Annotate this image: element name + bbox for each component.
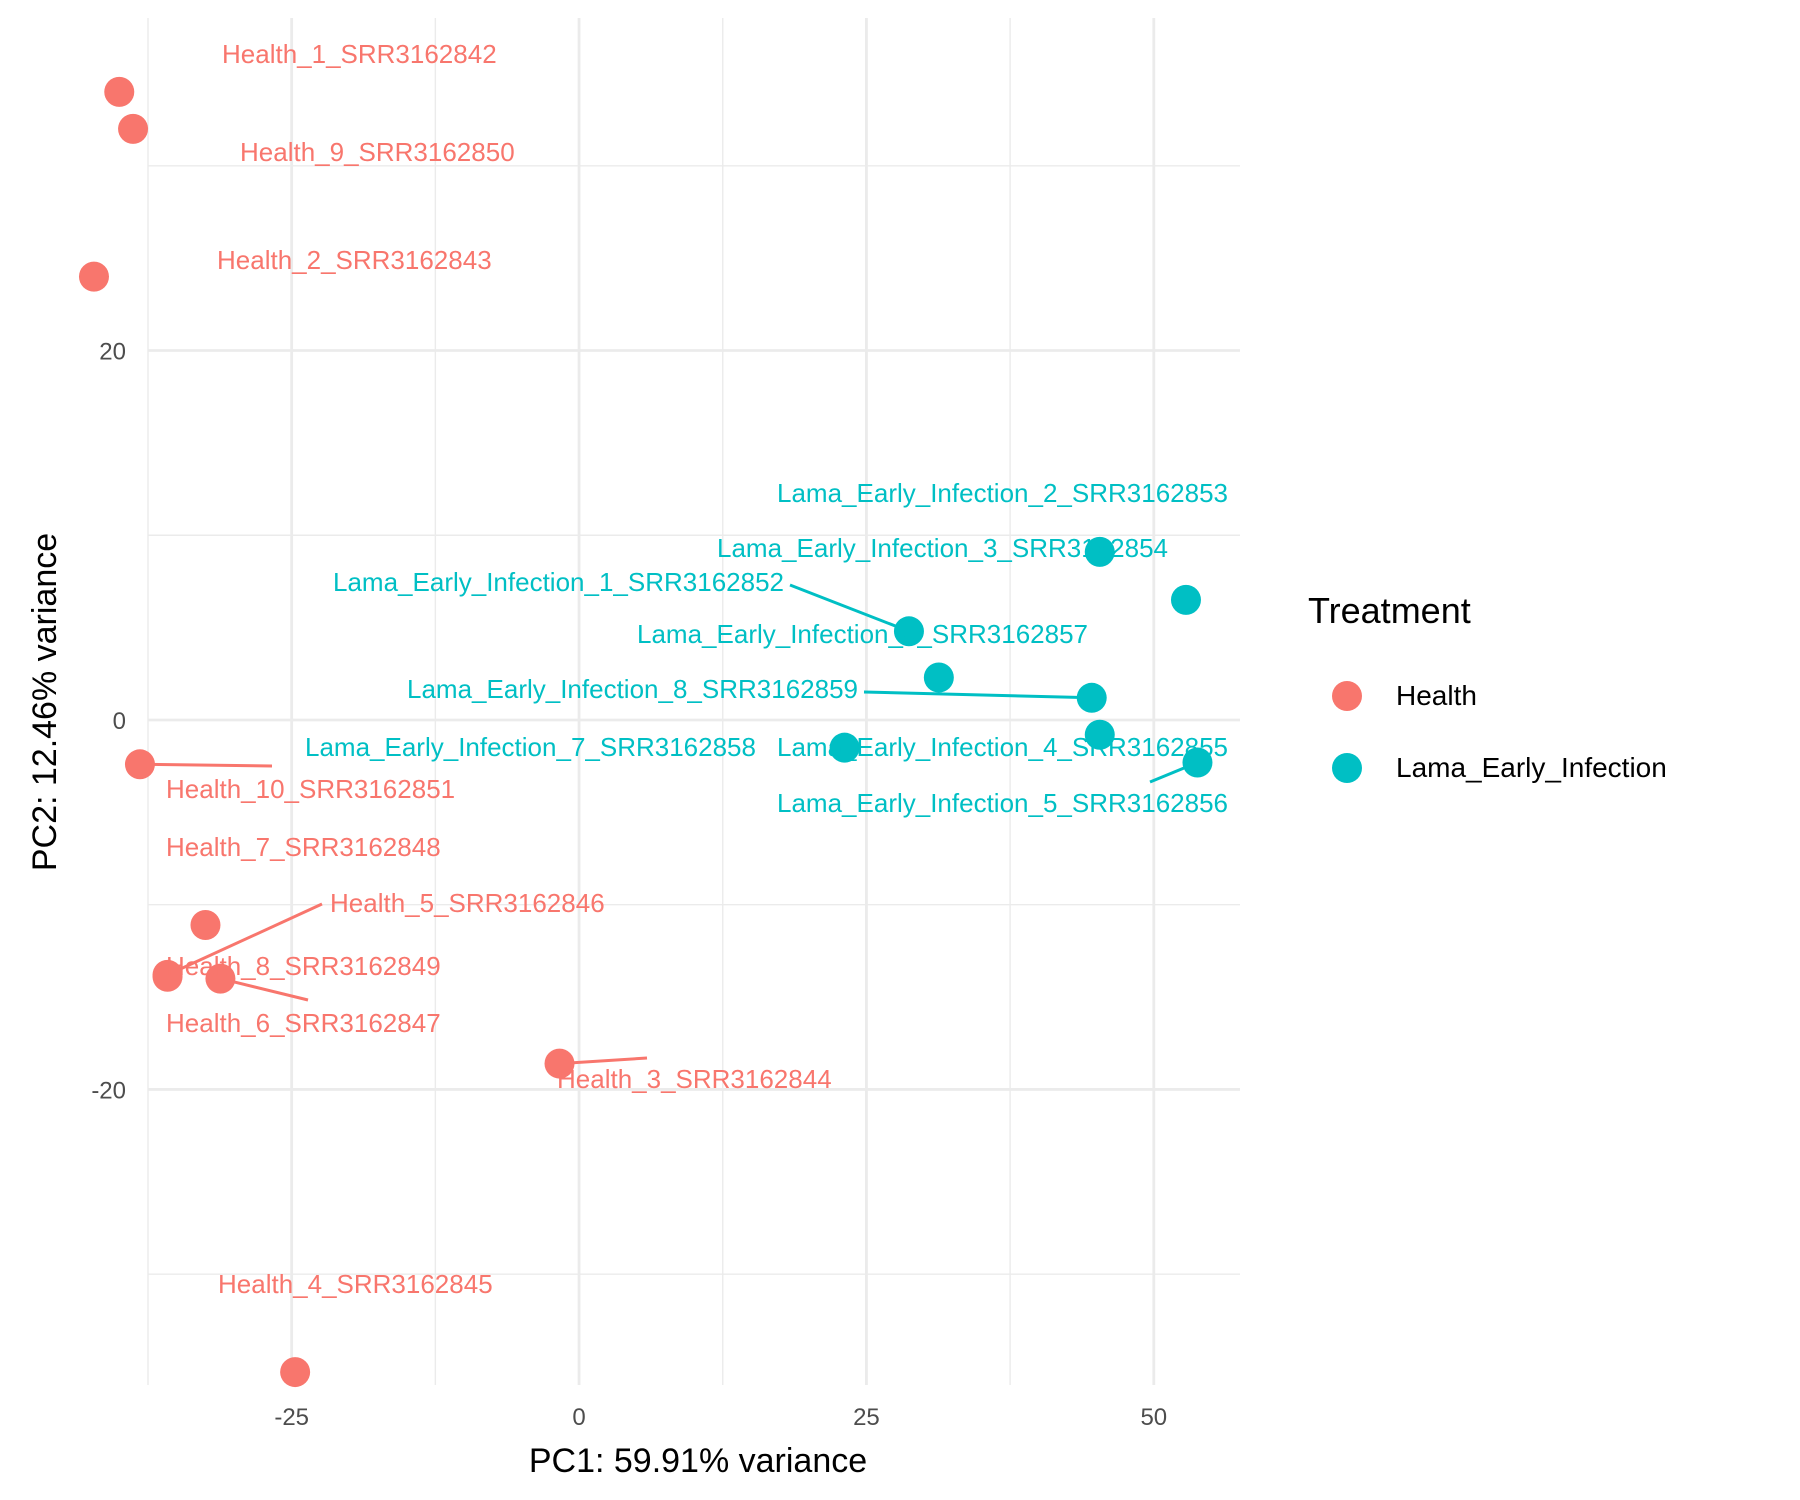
label-leader-line — [139, 762, 273, 768]
legend-key-health — [1332, 681, 1362, 711]
data-point — [78, 261, 109, 292]
point-label: Lama_Early_Infection_8_SRR3162859 — [407, 674, 858, 704]
point-label: Lama_Early_Infection_7_SRR3162858 — [305, 732, 756, 762]
label-leader-line — [863, 690, 1092, 700]
data-point — [1084, 536, 1115, 567]
point-label: Lama_Early_Infection_2_SRR3162853 — [777, 478, 1228, 508]
point-label: Lama_Early_Infection_3_SRR3162854 — [717, 533, 1168, 563]
data-point — [280, 1357, 311, 1388]
data-point — [923, 662, 954, 693]
label-leader-lines — [139, 583, 1199, 1066]
point-label: Lama_Early_Infection_4_SRR3162855 — [777, 732, 1228, 762]
legend-item-health: Health — [1308, 660, 1788, 732]
point-label: Lama_Early_Infection_5_SRR3162856 — [777, 788, 1228, 818]
point-label: Health_5_SRR3162846 — [330, 888, 605, 918]
x-tick-label: 0 — [572, 1404, 585, 1431]
point-labels: Health_1_SRR3162842 Health_9_SRR3162850 He… — [166, 39, 1228, 1299]
data-points — [78, 76, 1213, 1388]
data-point — [124, 749, 155, 780]
legend: Treatment Health Lama_Early_Infection — [1308, 590, 1788, 804]
grid-lines — [147, 18, 1240, 1385]
legend-item-lama: Lama_Early_Infection — [1308, 732, 1788, 804]
label-leader-line — [789, 583, 910, 633]
label-leader-line — [166, 902, 323, 977]
y-tick-label: 20 — [99, 339, 126, 366]
point-label: Health_8_SRR3162849 — [166, 951, 441, 981]
point-label: Health_10_SRR3162851 — [166, 774, 455, 804]
legend-label-health: Health — [1396, 680, 1477, 711]
data-point — [893, 616, 924, 647]
point-label: Health_2_SRR3162843 — [217, 245, 492, 275]
point-label: Health_7_SRR3162848 — [166, 832, 441, 862]
x-tick-label: -25 — [274, 1404, 309, 1431]
x-tick-label: 25 — [853, 1404, 880, 1431]
legend-key-lama — [1332, 753, 1362, 783]
data-point — [1076, 682, 1107, 713]
point-label: Lama_Early_Infection_1_SRR3162852 — [333, 567, 784, 597]
legend-label-lama: Lama_Early_Infection — [1396, 752, 1667, 783]
y-tick-label: 0 — [113, 708, 126, 735]
point-label: Health_4_SRR3162845 — [218, 1269, 493, 1299]
point-label: Lama_Early_Infection_6_SRR3162857 — [637, 619, 1088, 649]
data-point — [1182, 747, 1213, 778]
point-label: Health_3_SRR3162844 — [557, 1064, 832, 1094]
y-tick-label: -20 — [91, 1077, 126, 1104]
x-tick-label: 50 — [1140, 1404, 1167, 1431]
label-leader-line — [220, 977, 309, 1002]
y-axis-title: PC2: 12.46% variance — [26, 533, 64, 871]
data-point — [190, 910, 221, 941]
data-point — [152, 961, 183, 992]
point-label: Health_9_SRR3162850 — [240, 137, 515, 167]
data-point — [1084, 719, 1115, 750]
point-label: Health_6_SRR3162847 — [166, 1008, 441, 1038]
data-point — [118, 113, 149, 144]
data-point — [829, 732, 860, 763]
legend-title: Treatment — [1308, 590, 1471, 631]
data-point — [205, 963, 236, 994]
x-axis-title: PC1: 59.91% variance — [529, 1442, 867, 1480]
point-label: Health_1_SRR3162842 — [222, 39, 497, 69]
data-point — [1170, 584, 1201, 615]
axis-tick-labels: -25 0 25 50 -20 0 20 — [91, 339, 1167, 1431]
data-point — [104, 76, 135, 107]
data-point — [544, 1048, 575, 1079]
